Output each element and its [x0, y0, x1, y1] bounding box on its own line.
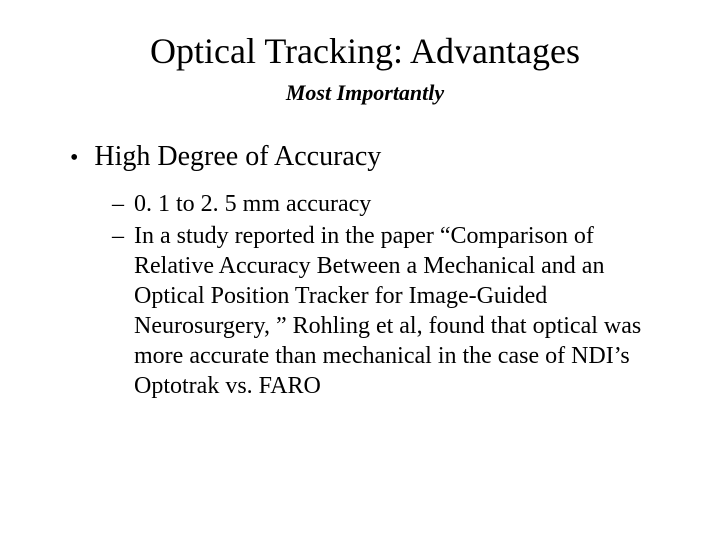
bullet-level-2: – In a study reported in the paper “Comp…	[112, 221, 660, 401]
bullet-marker-icon: •	[70, 141, 78, 175]
dash-marker-icon: –	[112, 221, 124, 251]
bullet-level-1: • High Degree of Accuracy	[70, 141, 660, 175]
bullet-level-2-text: In a study reported in the paper “Compar…	[134, 221, 660, 401]
bullet-level-2: – 0. 1 to 2. 5 mm accuracy	[112, 189, 660, 219]
dash-marker-icon: –	[112, 189, 124, 219]
slide-title: Optical Tracking: Advantages	[70, 30, 660, 72]
bullet-level-2-text: 0. 1 to 2. 5 mm accuracy	[134, 189, 660, 219]
slide-subtitle: Most Importantly	[70, 80, 660, 106]
bullet-level-1-text: High Degree of Accuracy	[94, 141, 381, 173]
